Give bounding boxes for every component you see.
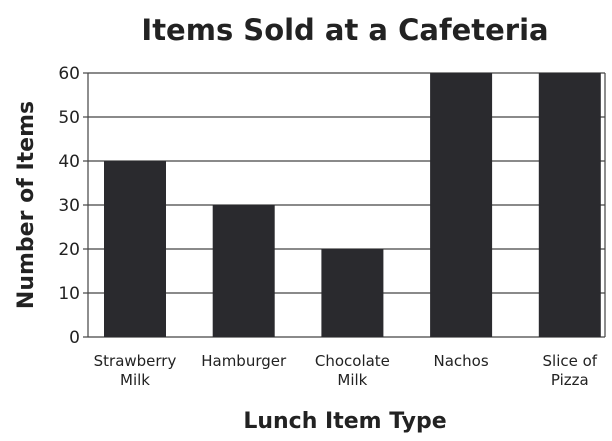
y-tick-label: 10: [58, 284, 80, 304]
y-tick-label: 30: [58, 196, 80, 216]
label-line: Strawberry: [94, 352, 177, 370]
label-line: Nachos: [434, 352, 489, 370]
label-line: Slice of: [543, 352, 598, 370]
x-tick-label: Strawberry Milk: [94, 352, 177, 389]
y-tick-label: 50: [58, 108, 80, 128]
x-tick-label: Chocolate Milk: [315, 352, 390, 389]
x-tick-label: Hamburger: [201, 352, 287, 370]
bar: [212, 205, 275, 337]
bar: [104, 161, 166, 337]
x-tick-label: Nachos: [434, 352, 489, 370]
label-line: Hamburger: [201, 352, 287, 370]
label-line: Milk: [120, 371, 150, 389]
label-line: Chocolate: [315, 352, 390, 370]
y-axis-label: Number of Items: [14, 101, 39, 309]
y-tick-label: 60: [58, 64, 80, 84]
y-tick-label: 40: [58, 152, 80, 172]
bar: [538, 73, 601, 337]
label-line: Milk: [337, 371, 367, 389]
bar: [430, 73, 493, 337]
label-line: Pizza: [551, 371, 589, 389]
x-axis-label: Lunch Item Type: [243, 409, 446, 434]
x-tick-label: Slice of Pizza: [543, 352, 598, 389]
chart-title: Items Sold at a Cafeteria: [141, 13, 548, 47]
bar: [321, 249, 384, 337]
y-tick-label: 20: [58, 240, 80, 260]
y-tick-label: 0: [69, 328, 80, 348]
